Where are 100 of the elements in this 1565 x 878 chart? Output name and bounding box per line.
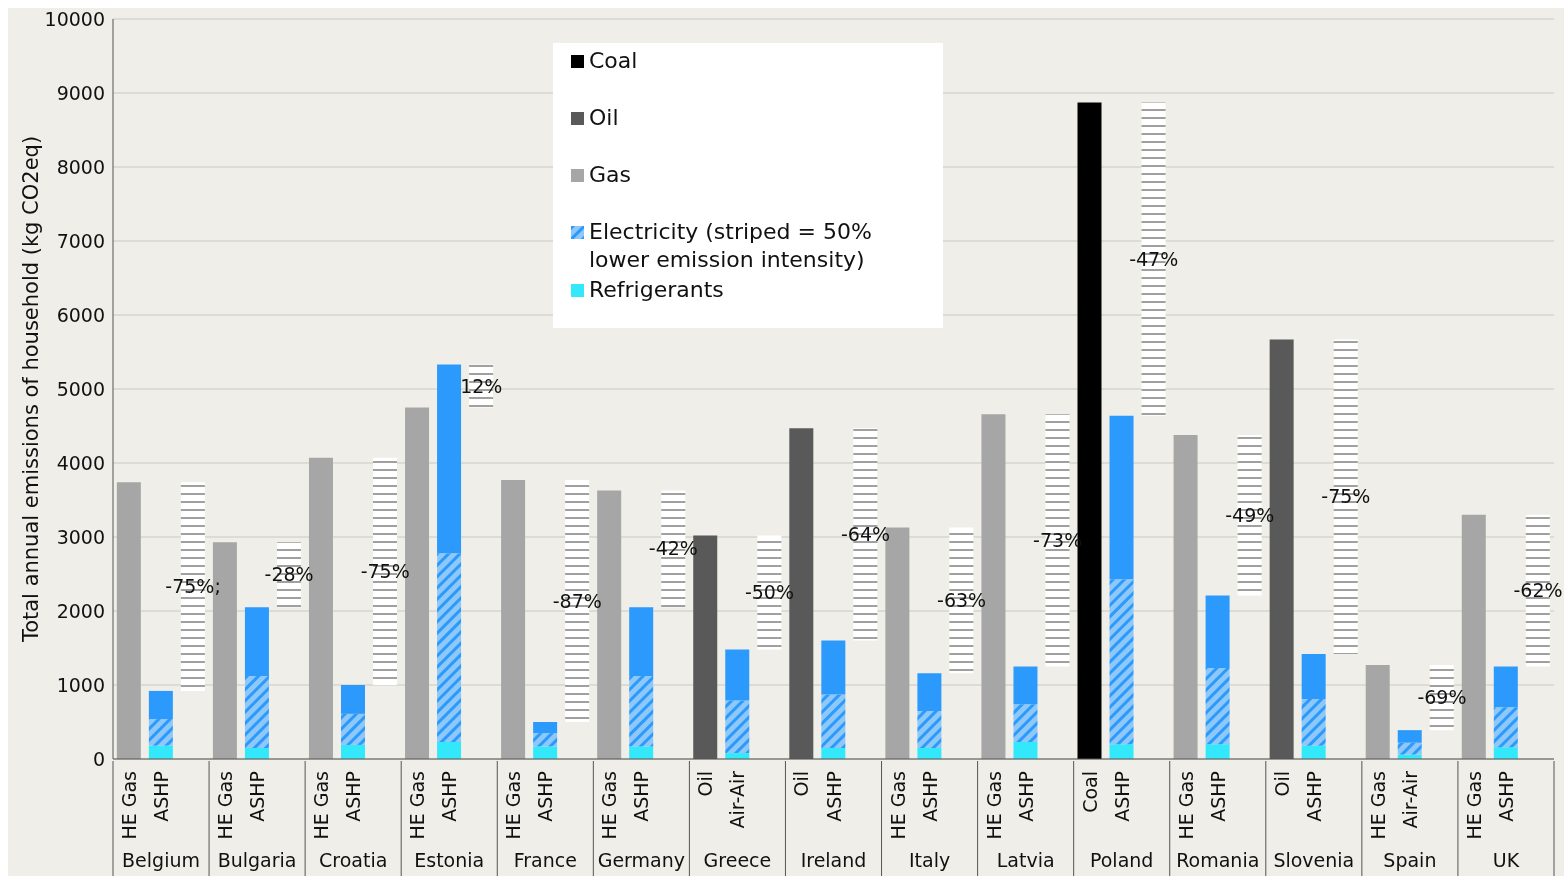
annotation: -64%	[840, 523, 891, 546]
y-tick-label: 8000	[56, 155, 105, 178]
x-tick-label: Oil	[790, 771, 813, 797]
bar	[1493, 666, 1518, 708]
bar	[1013, 666, 1038, 705]
x-tick-label: ASHP	[1302, 771, 1325, 822]
y-tick-label: 4000	[56, 451, 105, 474]
text: Slovenia	[1273, 849, 1355, 871]
legend-label: Oil	[589, 104, 619, 132]
x-tick-label: Coal	[1078, 771, 1101, 813]
x-tick-label: HE Gas	[406, 771, 429, 840]
text: Poland	[1089, 849, 1154, 871]
y-tick-label: 9000	[56, 81, 105, 104]
x-tick-label: Oil	[1270, 771, 1293, 797]
x-tick-label: ASHP	[534, 771, 557, 822]
bar	[244, 747, 269, 759]
x-tick-label: ASHP	[630, 771, 653, 822]
annotation: -87%	[552, 589, 602, 612]
y-tick-label: 5000	[56, 377, 105, 400]
legend-label: Electricity (striped = 50% lower emission intensity)	[589, 218, 873, 274]
bar	[533, 722, 558, 734]
text: Croatia	[319, 849, 388, 871]
x-tick-label: ASHP	[342, 771, 365, 822]
bar	[1301, 653, 1326, 700]
bar	[1397, 730, 1422, 743]
bar	[1365, 665, 1390, 759]
legend-label: Gas	[589, 161, 631, 189]
text: Ireland	[800, 849, 867, 871]
bar	[917, 673, 942, 711]
x-tick-label: ASHP	[246, 771, 269, 822]
text: UK	[1492, 849, 1520, 871]
text: Germany	[597, 849, 686, 871]
legend-label: Refrigerants	[589, 276, 724, 304]
y-axis-title: Total annual emissions of household (kg CO2eq)	[19, 135, 44, 644]
bar	[1013, 704, 1038, 742]
legend-label: Coal	[589, 47, 638, 75]
text: France	[513, 849, 577, 871]
bar	[341, 744, 365, 759]
y-tick-label: 2000	[56, 599, 105, 622]
text: Estonia	[414, 849, 485, 871]
bar	[148, 690, 173, 720]
bar	[244, 676, 269, 748]
y-tick-label: 7000	[56, 229, 105, 252]
annotation: -47%	[1129, 247, 1179, 270]
x-tick-label: HE Gas	[310, 771, 333, 840]
x-tick-label: HE Gas	[502, 771, 525, 840]
x-tick-label: Air-Air	[1398, 770, 1421, 829]
bar	[1013, 741, 1038, 759]
bar	[244, 607, 269, 677]
bar	[917, 710, 942, 748]
x-tick-label: ASHP	[918, 771, 941, 822]
annotation: -75%	[1321, 485, 1371, 508]
bar	[1109, 579, 1134, 745]
bar	[116, 482, 141, 759]
bar	[821, 640, 846, 695]
x-tick-label: HE Gas	[1174, 771, 1197, 840]
bar	[533, 746, 558, 759]
x-tick-label: ASHP	[150, 771, 173, 822]
bar	[1205, 595, 1230, 668]
x-tick-label: HE Gas	[886, 771, 909, 840]
bar	[1205, 744, 1230, 759]
annotation: -69%	[1417, 686, 1467, 709]
text: Belgium	[122, 849, 200, 871]
text: Spain	[1383, 849, 1437, 871]
text: Greece	[703, 849, 772, 871]
x-tick-label: Oil	[694, 771, 717, 797]
y-tick-label: 1000	[56, 673, 105, 696]
bar	[341, 713, 365, 745]
x-tick-label: HE Gas	[1366, 771, 1389, 840]
bar	[1301, 745, 1326, 759]
annotation: -75%	[360, 560, 410, 583]
bar	[1109, 415, 1134, 580]
bar	[821, 747, 846, 759]
y-tick-label: 0	[92, 747, 105, 770]
bar	[437, 553, 462, 742]
bar	[629, 746, 654, 759]
x-tick-label: HE Gas	[118, 771, 141, 840]
y-tick-label: 3000	[56, 525, 105, 548]
annotation: -62%	[1513, 579, 1563, 602]
x-tick-label: ASHP	[822, 771, 845, 822]
bar	[148, 719, 173, 746]
annotation: -63%	[937, 588, 987, 611]
bar	[821, 694, 846, 748]
bar	[1493, 707, 1518, 748]
annotation: -75%;	[165, 575, 221, 598]
y-tick-label: 10000	[44, 7, 105, 30]
y-tick-label: 6000	[56, 303, 105, 326]
bar	[1301, 699, 1326, 746]
bar	[917, 747, 942, 759]
text: Italy	[908, 849, 951, 871]
bar	[1205, 667, 1230, 745]
bar	[341, 685, 365, 714]
annotation: -28%	[264, 563, 314, 586]
bar	[1109, 744, 1134, 759]
bar	[725, 649, 750, 701]
x-tick-label: Air-Air	[726, 770, 749, 829]
text: Romania	[1176, 849, 1260, 871]
bar	[725, 700, 750, 754]
bar	[437, 741, 462, 759]
x-tick-label: HE Gas	[1462, 771, 1485, 840]
